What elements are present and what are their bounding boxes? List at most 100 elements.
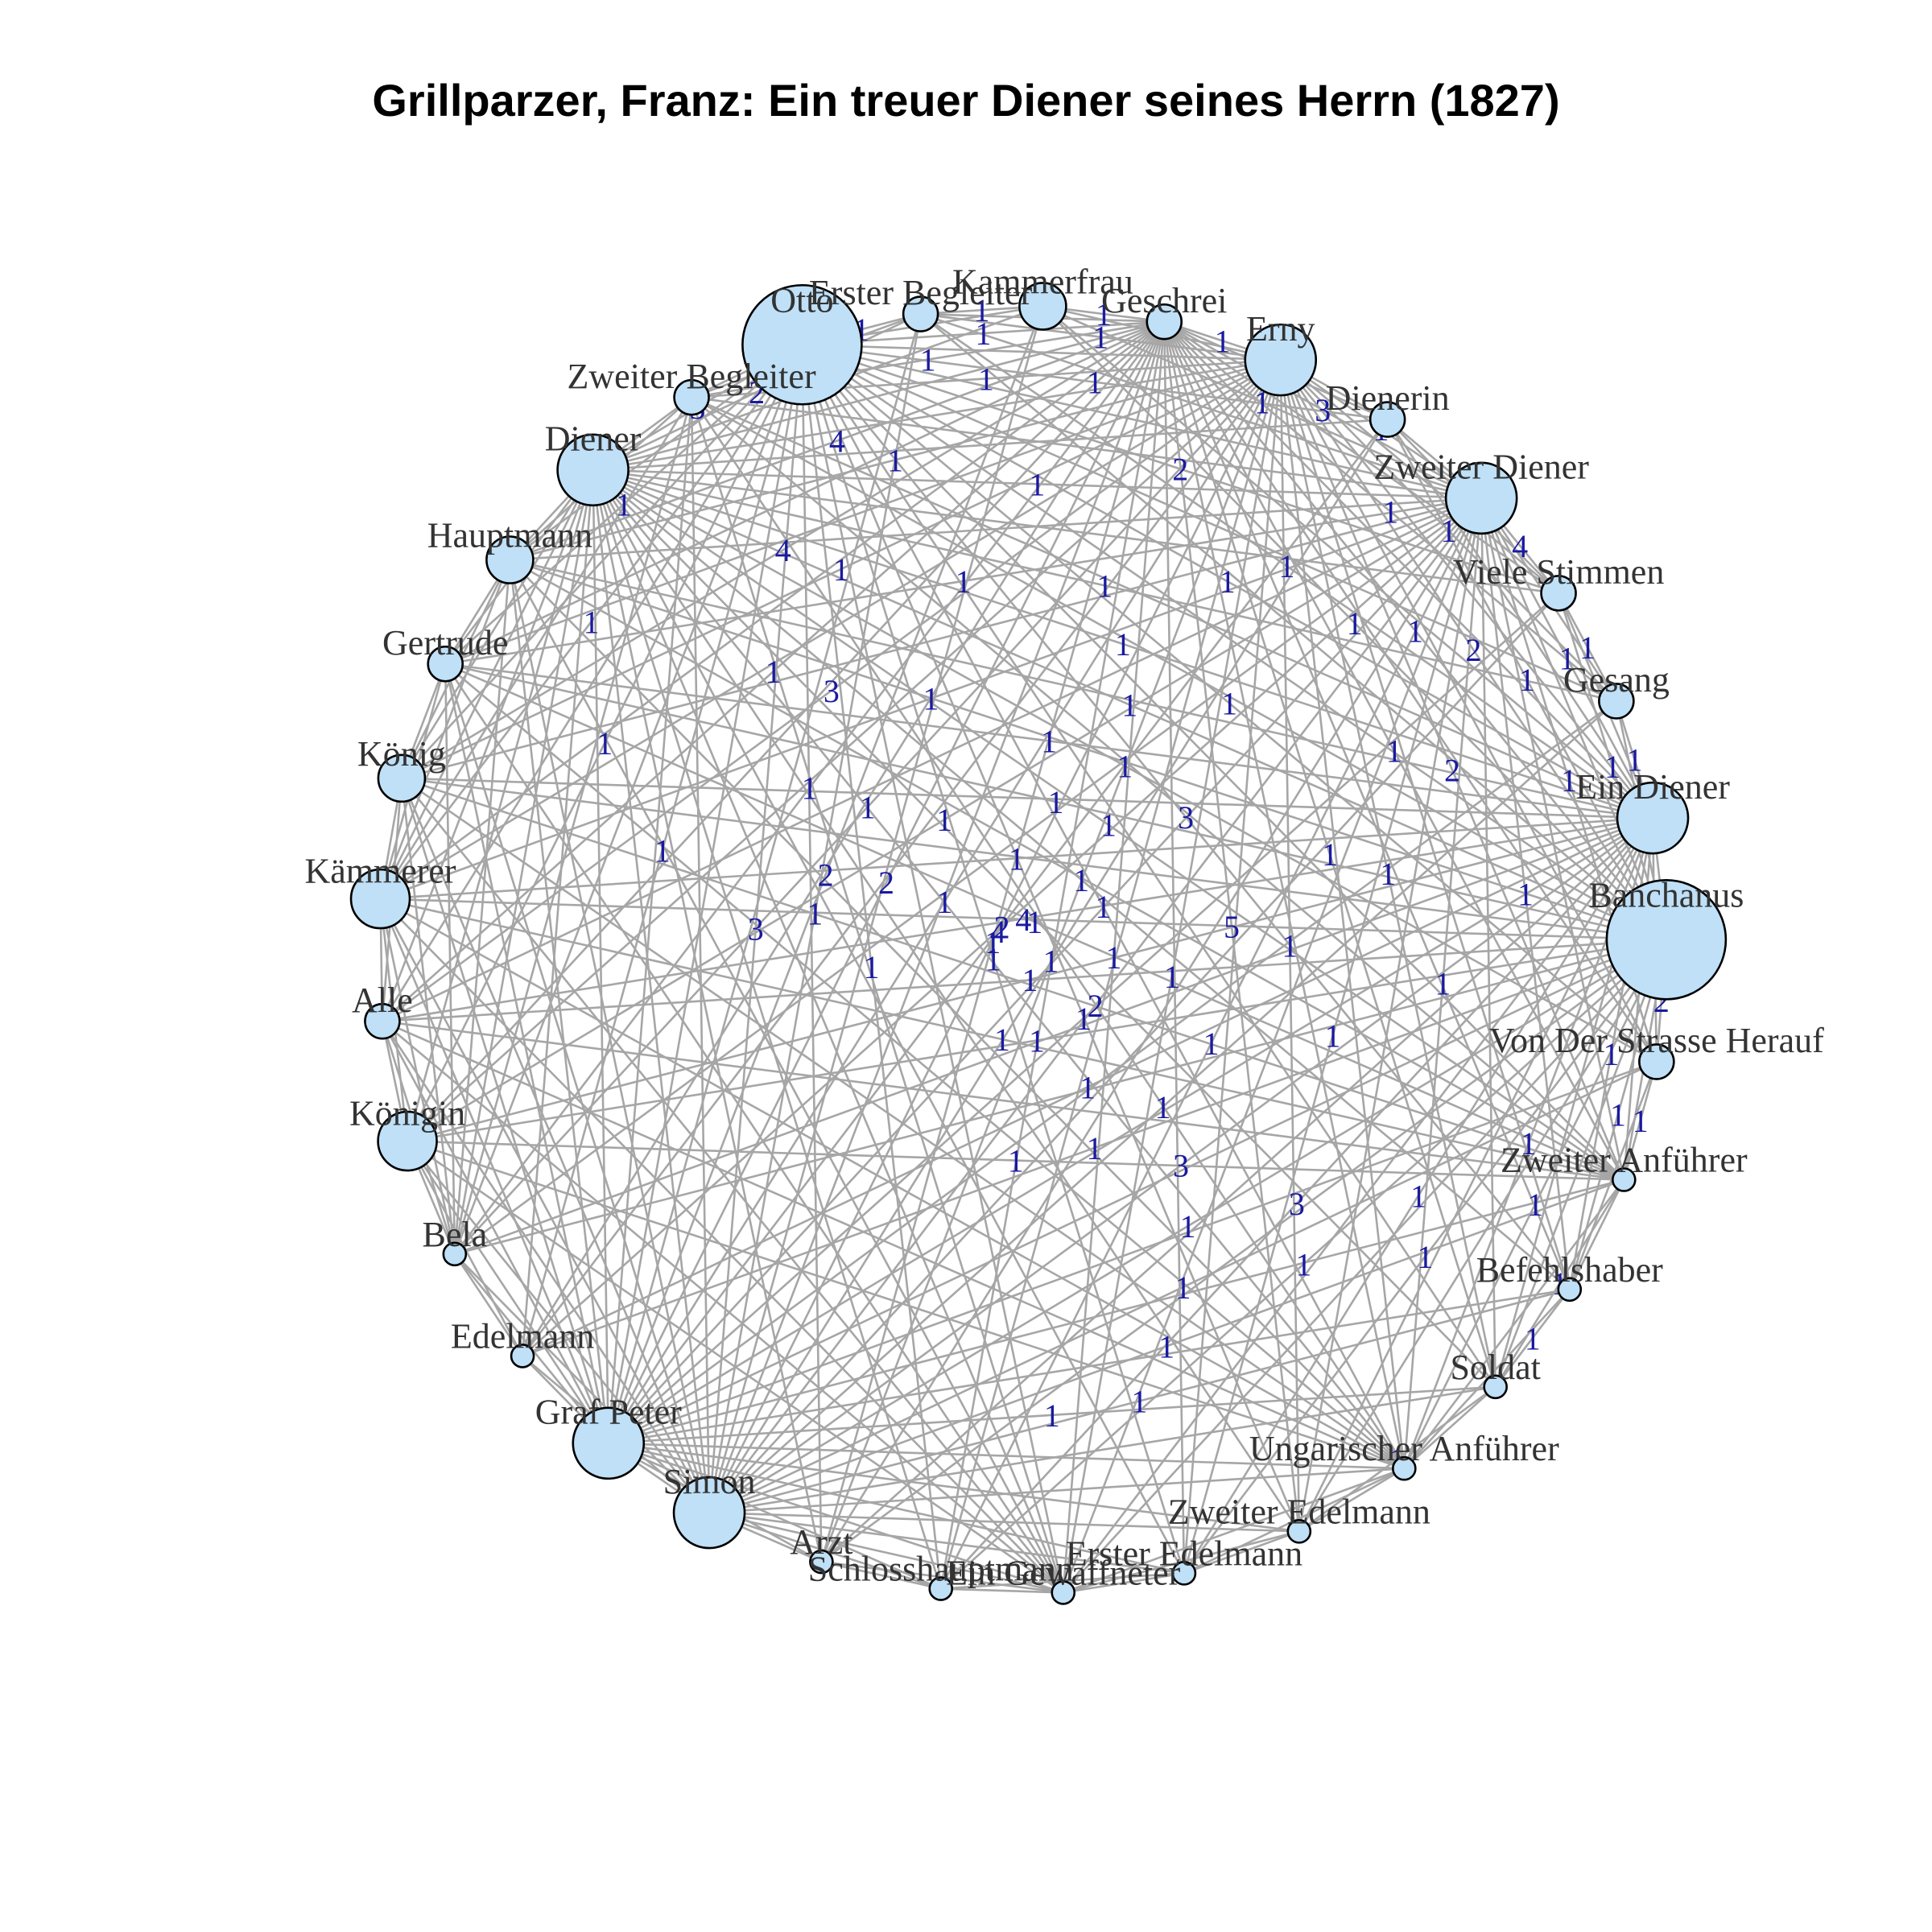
edge-weight-label: 1 <box>936 802 952 838</box>
edge-weight-label: 1 <box>1075 1001 1092 1037</box>
edge <box>379 469 594 900</box>
node-banchanus[interactable] <box>1605 879 1728 1001</box>
edge-weight-label: 2 <box>1088 988 1104 1024</box>
edge <box>522 359 1282 1357</box>
node-viele-stimmen[interactable] <box>1540 575 1577 612</box>
node-zweiter-anführer[interactable] <box>1612 1167 1637 1192</box>
edge <box>801 344 1496 1388</box>
node-label: Geschrei <box>1101 281 1227 320</box>
edge <box>801 344 1653 819</box>
node-label: Otto <box>770 281 833 320</box>
edge <box>401 777 1624 1181</box>
edge <box>820 939 1667 1563</box>
node-label: Edelmann <box>451 1316 594 1356</box>
edge-weight-label: 1 <box>1158 1328 1174 1364</box>
node-königin[interactable] <box>377 1110 438 1172</box>
edge-weight-label: 1 <box>956 564 972 600</box>
node-befehlshaber[interactable] <box>1557 1277 1583 1302</box>
edge-weight-label: 1 <box>802 770 818 807</box>
node-edelmann[interactable] <box>510 1344 535 1368</box>
edge <box>592 469 1653 819</box>
edge <box>445 663 1653 819</box>
edge-weight-label: 1 <box>1282 928 1298 964</box>
edge-weight-label: 1 <box>1254 385 1270 421</box>
edge <box>379 320 1166 900</box>
edge <box>920 312 1482 500</box>
edge-weight-label: 1 <box>920 342 936 378</box>
edge-weight-label: 3 <box>1289 1186 1305 1222</box>
edge-weight-label: 2 <box>818 857 834 894</box>
node-geschrei[interactable] <box>1146 303 1183 341</box>
node-ungarischer-anführer[interactable] <box>1392 1455 1417 1481</box>
edge <box>509 559 1667 941</box>
edge <box>1279 359 1496 1388</box>
node-könig[interactable] <box>377 753 427 803</box>
edge <box>1557 592 1618 702</box>
node-gertrude[interactable] <box>427 645 464 683</box>
edge-weight-label: 1 <box>860 789 876 825</box>
node-label: Alle <box>352 980 413 1020</box>
edge <box>708 306 1044 1513</box>
node-erny[interactable] <box>1244 323 1318 397</box>
node-gesang[interactable] <box>1598 683 1635 720</box>
edge <box>379 898 609 1444</box>
node-arzt[interactable] <box>809 1549 834 1575</box>
node-label: Ein Gewaffneter <box>946 1553 1181 1592</box>
node-schlosshauptmann[interactable] <box>928 1576 954 1601</box>
edge <box>454 939 1667 1256</box>
node-label: Königin <box>349 1093 465 1133</box>
edge-weight-label: 1 <box>1417 1239 1433 1275</box>
edge <box>592 418 1388 472</box>
node-erster-begleiter[interactable] <box>902 295 939 332</box>
node-zweiter-diener[interactable] <box>1444 461 1518 535</box>
node-otto[interactable] <box>741 283 863 406</box>
edge-weight-label: 1 <box>973 292 989 328</box>
edge-weight-label: 5 <box>1224 909 1240 945</box>
node-erster-edelmann[interactable] <box>1171 1561 1197 1586</box>
node-label: Zweiter Anführer <box>1501 1141 1748 1180</box>
edge-weight-label: 3 <box>1173 1148 1189 1184</box>
edge <box>708 592 1560 1513</box>
node-simon[interactable] <box>672 1476 746 1550</box>
node-ein-diener[interactable] <box>1616 781 1690 855</box>
edge <box>521 344 803 1356</box>
edge <box>521 469 594 1356</box>
node-alle[interactable] <box>364 1002 401 1040</box>
node-label: Erster Edelmann <box>1066 1534 1302 1573</box>
edge <box>1063 1572 1185 1594</box>
node-label: Gesang <box>1563 660 1670 700</box>
edge-weight-label: 1 <box>654 832 671 869</box>
edge-weight-label: 1 <box>1604 749 1620 785</box>
edge <box>592 469 1617 703</box>
edge <box>708 1467 1405 1514</box>
node-bela[interactable] <box>442 1241 468 1267</box>
node-ein-gewaffneter[interactable] <box>1051 1580 1076 1605</box>
node-hauptmann[interactable] <box>485 535 535 584</box>
edge <box>607 321 1166 1444</box>
edge-weight-label: 1 <box>1121 687 1137 724</box>
node-label: Hauptmann <box>427 516 592 555</box>
node-dienerin[interactable] <box>1368 401 1406 438</box>
edge-weight-label: 1 <box>1087 365 1103 401</box>
edge <box>379 344 803 900</box>
edge-weight-label: 1 <box>1579 630 1596 666</box>
edge-weight-label: 3 <box>748 911 764 947</box>
edge-weight-label: 1 <box>1295 1246 1311 1282</box>
edge <box>592 469 610 1443</box>
node-zweiter-begleiter[interactable] <box>673 378 710 416</box>
edge-weight-label: 1 <box>1048 784 1064 820</box>
node-graf-peter[interactable] <box>572 1406 646 1480</box>
node-soldat[interactable] <box>1483 1374 1508 1400</box>
edge-weight-label: 1 <box>1022 962 1038 998</box>
node-von-der-strasse-herauf[interactable] <box>1638 1043 1675 1080</box>
edge <box>382 359 1282 1022</box>
edge <box>382 1020 1405 1470</box>
node-kämmerer[interactable] <box>349 868 411 930</box>
node-diener[interactable] <box>556 433 630 507</box>
edge <box>592 469 1657 1063</box>
node-zweiter-edelmann[interactable] <box>1286 1519 1312 1544</box>
node-kammerfrau[interactable] <box>1018 282 1067 331</box>
edge <box>607 497 1483 1444</box>
edge <box>708 1060 1657 1514</box>
edge-weight-label: 1 <box>1095 889 1111 925</box>
